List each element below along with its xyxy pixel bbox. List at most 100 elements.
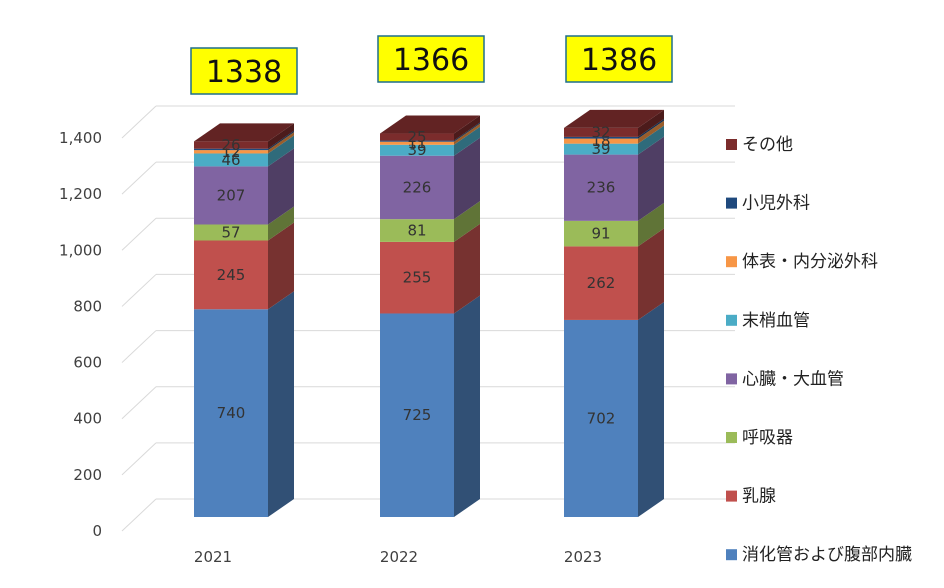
bar-segment-side xyxy=(638,136,664,221)
data-label: 740 xyxy=(217,404,246,422)
legend-label: 呼吸器 xyxy=(742,428,793,448)
x-category-label: 2021 xyxy=(194,548,232,566)
gridline-slant xyxy=(121,498,157,532)
legend-swatch xyxy=(726,549,737,561)
bar-segment xyxy=(564,319,638,517)
legend-swatch xyxy=(726,256,737,268)
legend-label: その他 xyxy=(742,135,793,155)
total-value: 1386 xyxy=(581,43,657,78)
bar-segment xyxy=(194,166,268,225)
y-tick-label: 1,000 xyxy=(59,241,102,259)
legend-label: 消化管および腹部内臓 xyxy=(742,545,912,565)
data-label: 81 xyxy=(407,222,426,240)
data-label: 207 xyxy=(217,186,246,204)
bar-segment-side xyxy=(268,132,294,154)
x-axis-categories: 2021 2022 2023 xyxy=(194,548,602,566)
bar-segment-side xyxy=(268,135,294,167)
bars: 7402455720746122672525581226391125702262… xyxy=(194,109,664,517)
bar-segment-side xyxy=(454,295,480,517)
bar-segment xyxy=(194,224,268,241)
bar-segment-side xyxy=(454,115,480,141)
bar-segment xyxy=(564,127,638,137)
gridline-slant xyxy=(121,274,157,307)
total-box: 1386 xyxy=(565,35,673,83)
y-tick-label: 1,200 xyxy=(59,185,102,203)
bar-segment xyxy=(380,133,454,141)
legend-item: 末梢血管 xyxy=(726,311,810,331)
legend-item: 消化管および腹部内臓 xyxy=(726,545,912,565)
bar-segment xyxy=(380,144,454,156)
y-axis-ticks: 0 200 400 600 800 1,000 1,200 1,400 xyxy=(59,129,102,540)
data-label: 39 xyxy=(407,141,426,159)
bar-top-face xyxy=(380,115,480,134)
gridline-slant xyxy=(121,386,157,420)
bar-segment xyxy=(380,313,454,517)
bar-segment xyxy=(194,150,268,154)
legend-swatch xyxy=(726,314,737,326)
bar-segment-side xyxy=(454,137,480,220)
data-label: 236 xyxy=(587,179,616,197)
bar-segment-side xyxy=(638,228,664,320)
legend-swatch xyxy=(726,432,737,443)
gridline-slant xyxy=(121,330,157,363)
bar-segment xyxy=(194,141,268,149)
legend-item: 乳腺 xyxy=(726,487,776,507)
legend-label: 乳腺 xyxy=(742,487,776,507)
bar-segment-side xyxy=(454,201,480,242)
total-box: 1338 xyxy=(190,47,298,95)
bar-segment xyxy=(380,141,454,145)
bar-segment-side xyxy=(268,148,294,225)
x-category-label: 2022 xyxy=(380,548,418,566)
legend-swatch xyxy=(726,373,737,385)
bar-segment-side xyxy=(638,301,664,517)
bar-top-face xyxy=(194,123,294,142)
data-label: 32 xyxy=(591,123,610,141)
data-label: 725 xyxy=(403,406,432,424)
total-box: 1366 xyxy=(377,35,485,83)
legend-item: 小児外科 xyxy=(726,194,810,214)
bar-segment xyxy=(380,241,454,314)
x-category-label: 2023 xyxy=(564,548,602,566)
bar-segment-side xyxy=(638,202,664,247)
data-label: 46 xyxy=(221,151,240,169)
bar-segment xyxy=(194,309,268,517)
bar-top-face xyxy=(564,109,664,128)
y-tick-label: 0 xyxy=(92,522,102,540)
bar-segment-side xyxy=(454,223,480,314)
legend-item: その他 xyxy=(726,135,793,155)
bar-segment-side xyxy=(638,120,664,144)
bar-segment xyxy=(564,143,638,155)
data-label: 26 xyxy=(221,136,240,154)
bar-segment xyxy=(564,246,638,320)
legend-swatch xyxy=(726,490,737,502)
legend-swatch xyxy=(726,197,737,209)
data-label: 57 xyxy=(221,223,240,241)
legend-label: 末梢血管 xyxy=(742,311,810,331)
bar-segment-side xyxy=(268,222,294,310)
legend-item: 心臓・大血管 xyxy=(726,369,844,389)
bar-segment-side xyxy=(268,291,294,517)
bar-segment xyxy=(564,138,638,144)
bar-segment xyxy=(380,140,454,142)
y-tick-label: 600 xyxy=(73,354,102,372)
bar-segment-side xyxy=(268,130,294,151)
data-label: 245 xyxy=(217,266,246,284)
gridline-slant xyxy=(121,105,157,139)
bar-segment xyxy=(380,219,454,242)
gridline-slant xyxy=(121,217,157,251)
y-tick-label: 400 xyxy=(73,410,102,428)
data-label: 25 xyxy=(407,128,426,146)
total-boxes: 1338 1366 1386 xyxy=(190,35,673,95)
y-tick-label: 1,400 xyxy=(59,129,102,147)
total-value: 1366 xyxy=(393,43,469,78)
bar-segment xyxy=(564,154,638,221)
bar-segment-side xyxy=(268,206,294,241)
data-label: 91 xyxy=(591,225,610,243)
gridline-slant xyxy=(121,442,157,476)
legend-label: 心臓・大血管 xyxy=(742,369,844,389)
total-value: 1338 xyxy=(206,55,282,90)
data-label: 255 xyxy=(403,269,432,287)
